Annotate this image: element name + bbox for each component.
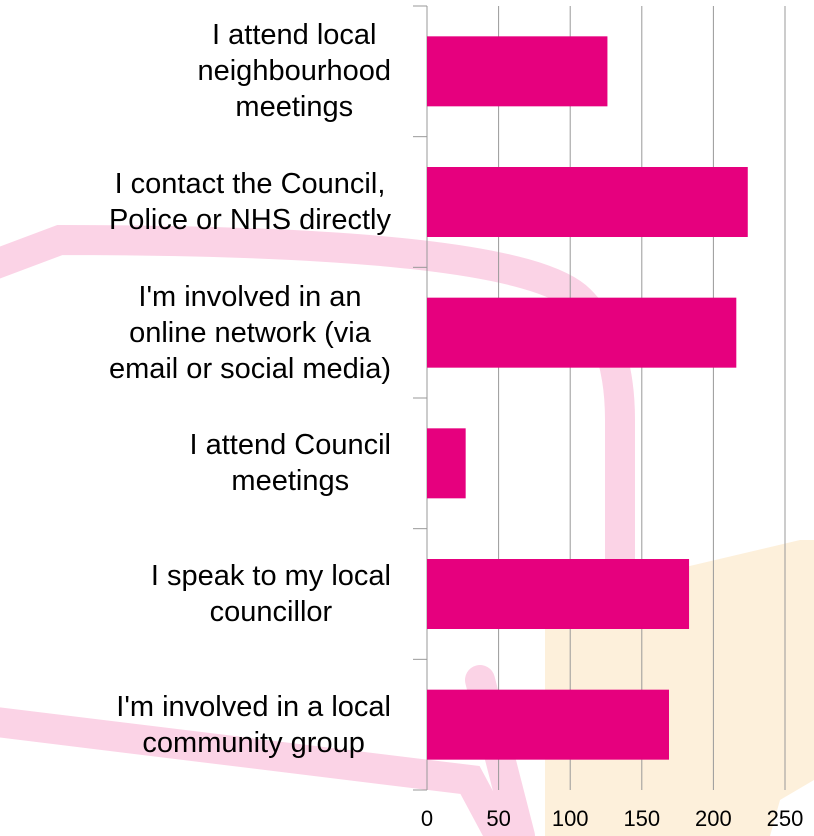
x-tick-label: 150 [623, 806, 660, 831]
bar [427, 36, 607, 106]
x-tick-label: 0 [421, 806, 433, 831]
y-tick-label: I speak to my local councillor [151, 558, 391, 630]
x-tick-label: 200 [695, 806, 732, 831]
x-tick-label: 50 [486, 806, 510, 831]
bar [427, 298, 736, 368]
bar [427, 167, 748, 237]
bar [427, 428, 466, 498]
y-tick-label: I'm involved in an online network (via e… [109, 279, 391, 387]
x-tick-label: 250 [767, 806, 804, 831]
y-tick-label: I contact the Council, Police or NHS dir… [109, 166, 391, 238]
y-tick-label: I'm involved in a local community group [116, 689, 391, 761]
x-tick-label: 100 [552, 806, 589, 831]
y-tick-label: I attend Council meetings [189, 427, 391, 499]
bar [427, 690, 669, 760]
bar [427, 559, 689, 629]
page: 0 50 100 150 200 250 I attend local neighbour… [0, 0, 814, 836]
y-tick-label: I attend local neighbourhood meetings [197, 17, 391, 125]
